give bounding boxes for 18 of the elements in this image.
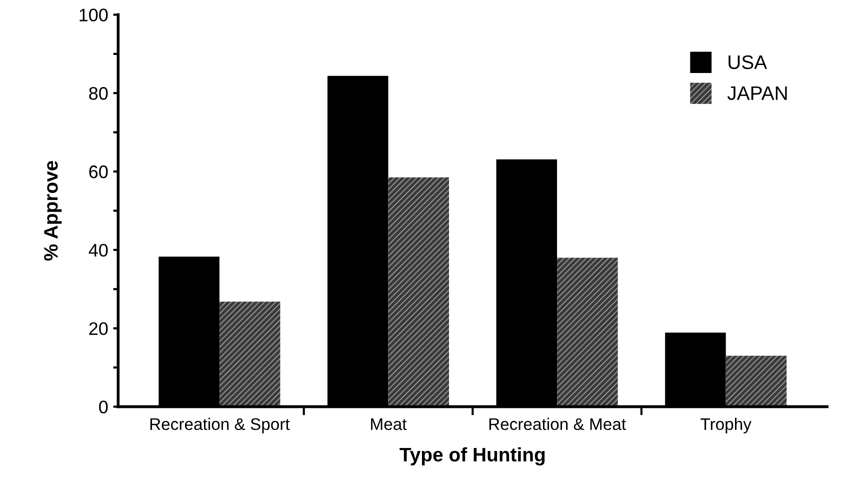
- legend-label: JAPAN: [727, 86, 787, 100]
- x-tick-label: Trophy: [700, 418, 752, 434]
- y-tick-label: 100: [80, 8, 108, 22]
- x-axis-title: Type of Hunting: [400, 447, 545, 466]
- legend-label: USA: [728, 55, 768, 70]
- y-tick-label: 80: [89, 87, 108, 100]
- y-tick-label: 0: [99, 400, 108, 414]
- y-axis-title: % Approve: [44, 160, 62, 261]
- bar: [219, 302, 280, 407]
- x-tick-label: Meat: [371, 418, 407, 430]
- x-tick-label: Recreation & Meat: [489, 418, 626, 430]
- y-tick-label: 60: [89, 165, 108, 178]
- bar: [388, 177, 450, 407]
- y-tick-label: 20: [89, 322, 108, 336]
- bar: [557, 258, 618, 407]
- y-tick-label: 40: [88, 244, 108, 257]
- bar: [726, 356, 787, 407]
- x-tick-label: Recreation & Sport: [150, 418, 290, 434]
